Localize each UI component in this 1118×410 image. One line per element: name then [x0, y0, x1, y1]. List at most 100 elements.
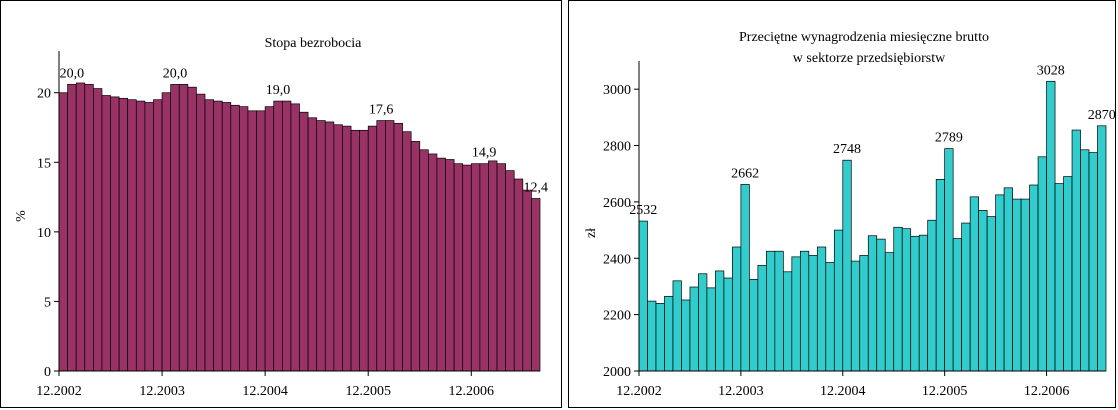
bar: [978, 210, 988, 372]
bar: [1037, 156, 1047, 372]
data-label: 3028: [1037, 63, 1065, 78]
bar: [445, 159, 455, 372]
y-tick-label: 2200: [603, 309, 631, 324]
bar: [766, 250, 776, 372]
bar: [427, 153, 438, 372]
bar: [1063, 176, 1073, 372]
bar: [505, 170, 515, 372]
bar: [1003, 187, 1013, 372]
bar: [876, 238, 886, 372]
bar: [655, 303, 665, 372]
bar: [927, 219, 937, 372]
bar: [161, 92, 172, 372]
bar: [647, 300, 657, 372]
bar: [281, 100, 292, 372]
bar: [410, 141, 421, 372]
bar: [153, 99, 163, 372]
bar: [135, 100, 146, 372]
x-tick-label: 12.2005: [345, 384, 391, 399]
bar: [816, 246, 827, 372]
bar: [333, 124, 343, 372]
bar: [178, 84, 189, 372]
bar: [196, 93, 206, 372]
bar: [986, 216, 996, 372]
bar: [681, 299, 691, 372]
bar: [664, 295, 674, 372]
bar: [935, 179, 946, 372]
bar: [419, 149, 429, 372]
data-label: 12,4: [523, 180, 548, 195]
bar: [774, 250, 784, 372]
bar: [204, 99, 214, 372]
bar: [995, 194, 1005, 372]
bar: [264, 106, 275, 372]
x-tick-label: 12.2004: [242, 384, 288, 399]
bar: [961, 222, 971, 372]
y-axis-label: zł: [584, 228, 599, 238]
y-tick-label: 15: [37, 156, 51, 171]
y-tick-label: 10: [37, 226, 51, 241]
bar: [462, 164, 472, 372]
bar: [1071, 129, 1081, 372]
bar: [1012, 198, 1022, 372]
data-label: 2870: [1088, 108, 1116, 123]
bar: [393, 122, 403, 372]
bar: [230, 104, 240, 372]
bar: [859, 255, 869, 372]
bar: [470, 163, 481, 372]
x-tick-label: 12.2006: [1024, 384, 1070, 399]
bar: [316, 120, 326, 372]
bar: [221, 102, 232, 372]
unemployment-chart: Stopa bezrobocia % 0 5 10 15 20 12.2002 12.200…: [14, 36, 548, 399]
bar: [749, 279, 759, 372]
bar: [867, 235, 878, 372]
bar: [706, 287, 716, 372]
bar: [75, 82, 86, 372]
x-tick-label: 12.2002: [36, 384, 82, 399]
bar: [307, 117, 318, 372]
y-tick-label: 20: [37, 87, 51, 102]
bar: [952, 238, 963, 372]
bar: [93, 88, 103, 372]
bar: [893, 226, 903, 372]
bar: [732, 246, 742, 372]
y-axis-label: %: [14, 210, 29, 222]
y-tick-label: 3000: [603, 83, 631, 98]
bar: [850, 260, 861, 372]
bar: [239, 106, 249, 372]
bar: [273, 100, 283, 372]
bar: [359, 129, 369, 372]
bar: [256, 110, 266, 372]
bar: [1054, 183, 1064, 372]
wages-chart-panel: Przeciętne wynagrodzenia miesięczne brut…: [568, 0, 1116, 408]
bar: [918, 234, 929, 372]
bar: [213, 100, 223, 372]
bar: [723, 277, 733, 372]
bar: [453, 163, 464, 372]
data-label: 17,6: [369, 103, 394, 118]
bar: [1046, 80, 1056, 372]
bar: [689, 286, 699, 372]
bar: [698, 273, 708, 372]
bar: [290, 103, 300, 372]
bar: [901, 228, 912, 372]
bar: [1097, 125, 1107, 372]
x-tick-label: 12.2006: [449, 384, 495, 399]
data-label: 2789: [935, 131, 963, 146]
bar: [488, 160, 498, 372]
bar: [324, 121, 335, 372]
bar: [58, 92, 68, 372]
bar: [969, 196, 979, 372]
y-tick-label: 0: [44, 365, 51, 380]
bar: [84, 84, 94, 372]
bar: [247, 110, 257, 372]
y-tick-label: 5: [44, 295, 51, 310]
data-label: 2662: [731, 166, 759, 181]
bar: [127, 99, 137, 372]
bars: [58, 82, 541, 372]
bar: [376, 120, 386, 372]
bar: [385, 120, 395, 372]
bar: [638, 220, 648, 372]
bar: [187, 86, 197, 372]
bar: [757, 264, 767, 372]
